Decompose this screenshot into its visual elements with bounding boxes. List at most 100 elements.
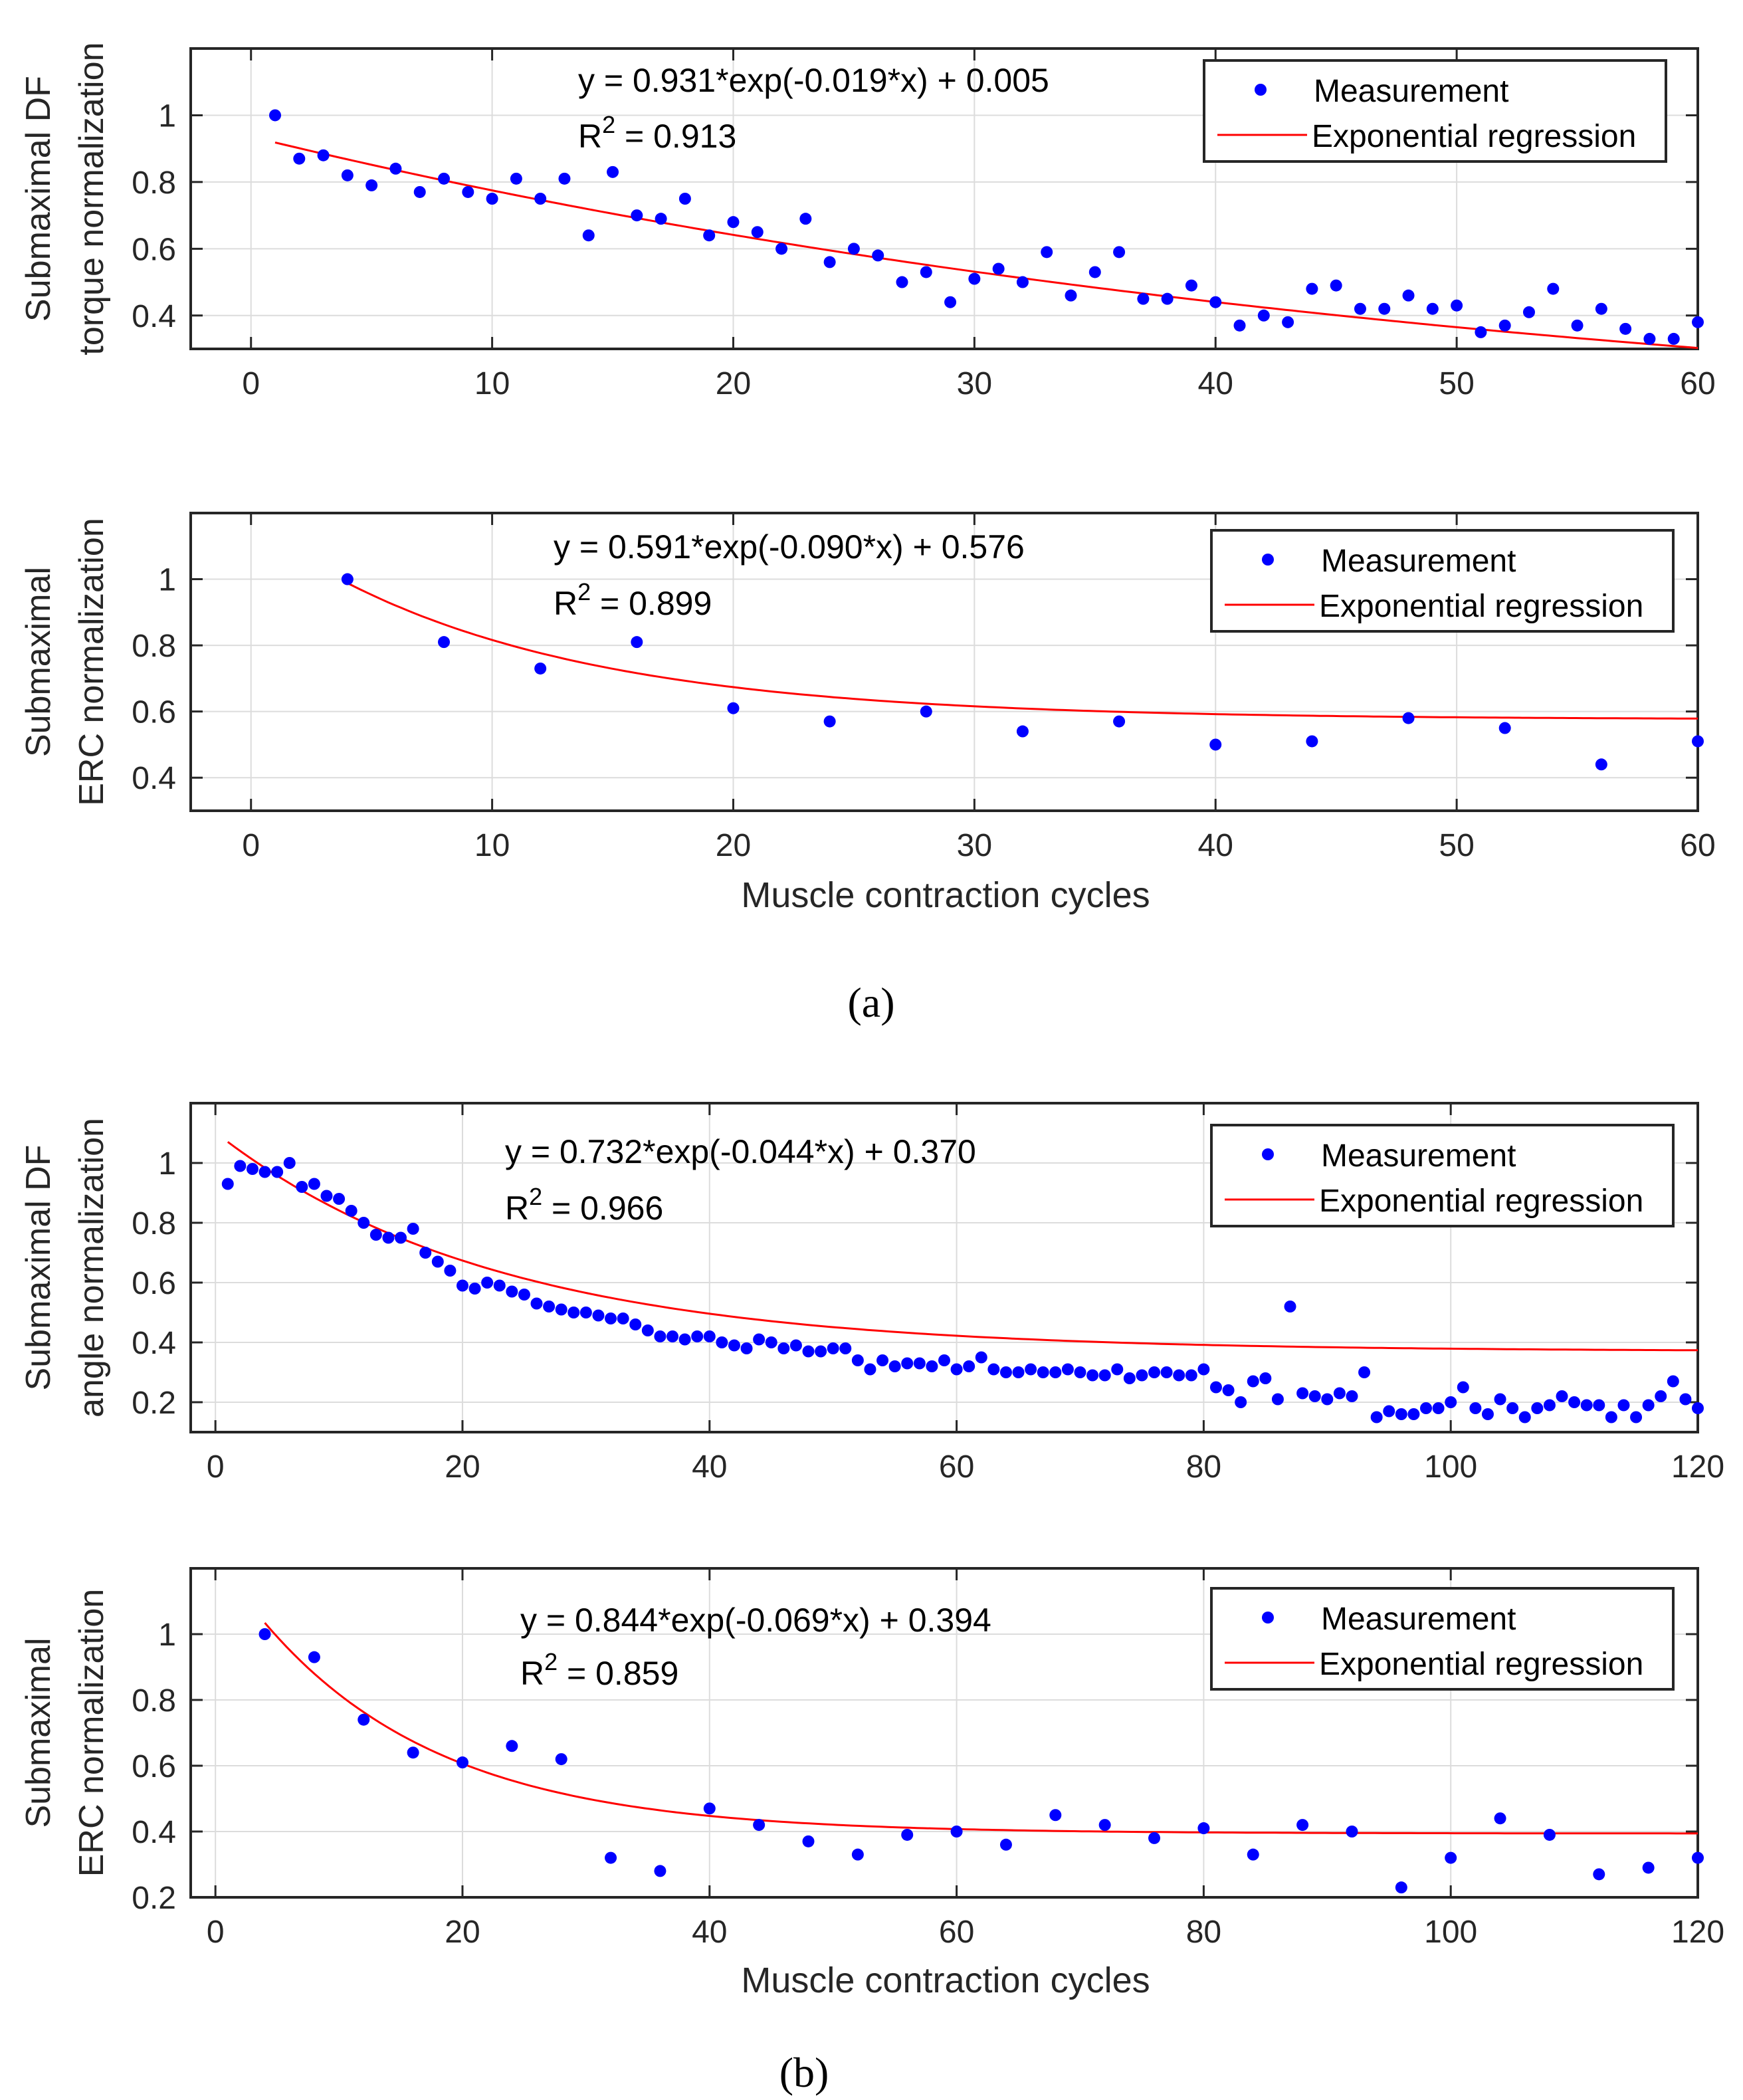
measurement-point <box>1667 1375 1679 1388</box>
measurement-point <box>1518 1411 1531 1423</box>
measurement-point <box>617 1312 629 1324</box>
legend-marker-measurement <box>1262 1612 1274 1624</box>
measurement-point <box>716 1336 728 1348</box>
measurement-point <box>901 1357 914 1370</box>
measurement-point <box>1233 319 1246 332</box>
measurement-point <box>823 715 836 728</box>
measurement-point <box>358 1713 370 1726</box>
measurement-point <box>815 1345 827 1358</box>
measurement-point <box>1617 1399 1630 1412</box>
measurement-point <box>654 1330 666 1342</box>
measurement-point <box>1098 1369 1111 1382</box>
measurement-point <box>1088 266 1101 278</box>
r-squared-value: = 0.859 <box>558 1655 678 1692</box>
measurement-point <box>920 705 932 718</box>
r-squared-exponent: 2 <box>529 1183 542 1210</box>
measurement-point <box>1346 1390 1358 1402</box>
measurement-point <box>888 1360 901 1372</box>
r-squared-exponent: 2 <box>544 1648 558 1675</box>
y-tick-label: 0.8 <box>132 165 176 201</box>
y-tick-label: 0.6 <box>132 1266 176 1301</box>
measurement-point <box>968 272 981 285</box>
x-tick-label: 20 <box>716 366 751 401</box>
measurement-point <box>389 162 402 175</box>
measurement-point <box>1642 1861 1655 1874</box>
x-tick-label: 80 <box>1186 1449 1221 1485</box>
x-axis-label: Muscle contraction cycles <box>741 875 1150 915</box>
measurement-point <box>926 1360 938 1372</box>
r-squared-symbol: R <box>505 1190 529 1227</box>
measurement-point <box>727 216 740 229</box>
y-tick-label: 0.4 <box>132 1326 176 1361</box>
measurement-point <box>534 193 547 205</box>
measurement-point <box>1012 1366 1025 1378</box>
measurement-point <box>510 172 522 185</box>
y-axis-label-line: ERC normalization <box>72 518 111 806</box>
chart-a-torque: 0 10 20 30 40 50 60 0.4 0.6 0.8 1 Submaximal DF torq… <box>19 42 1716 401</box>
equation-text: y = 0.732*exp(-0.044*x) + 0.370 <box>505 1133 976 1170</box>
measurement-point <box>333 1193 346 1205</box>
measurement-point <box>823 256 836 268</box>
measurement-point <box>1593 1399 1605 1412</box>
legend: Measurement Exponential regression <box>1210 1124 1675 1227</box>
y-axis-label-line: torque normalization <box>72 42 111 355</box>
measurement-point <box>1041 246 1053 259</box>
r-squared-exponent: 2 <box>602 111 615 138</box>
caption-a: (a) <box>847 979 894 1026</box>
measurement-point <box>462 185 474 198</box>
x-tick-label: 40 <box>692 1915 727 1950</box>
measurement-point <box>558 172 571 185</box>
measurement-point <box>567 1307 580 1318</box>
measurement-point <box>283 1157 296 1169</box>
measurement-point <box>950 1826 963 1838</box>
measurement-point <box>1148 1832 1161 1844</box>
y-axis-label-line: Submaximal <box>19 1637 58 1828</box>
measurement-point <box>1271 1393 1284 1406</box>
chart-b-angle: 0 20 40 60 80 100 120 0.2 0.4 0.6 0.8 1 Submaximal D… <box>19 1102 1724 1485</box>
measurement-point <box>1407 1408 1420 1420</box>
measurement-point <box>1358 1366 1371 1378</box>
x-tick-label: 100 <box>1424 1915 1477 1950</box>
measurement-point <box>944 296 957 308</box>
measurement-point <box>1330 279 1342 292</box>
measurement-point <box>1568 1396 1581 1408</box>
chart-a-erc: 0 10 20 30 40 50 60 0.4 0.6 0.8 1 Submaximal ERC nor… <box>19 512 1716 915</box>
x-tick-label: 10 <box>474 828 510 863</box>
measurement-point <box>1655 1390 1667 1402</box>
measurement-point <box>1123 1372 1136 1384</box>
measurement-point <box>341 169 354 181</box>
y-tick-label: 0.2 <box>132 1881 176 1916</box>
measurement-point <box>493 1279 506 1292</box>
measurement-point <box>308 1178 320 1190</box>
measurement-point <box>456 1279 468 1292</box>
measurement-point <box>876 1354 889 1366</box>
measurement-point <box>1481 1408 1494 1420</box>
y-tick-label: 0.6 <box>132 232 176 267</box>
measurement-point <box>1185 279 1197 292</box>
measurement-point <box>486 193 498 205</box>
measurement-point <box>802 1345 815 1358</box>
measurement-point <box>1016 276 1029 288</box>
measurement-point <box>987 1363 1000 1376</box>
measurement-point <box>1222 1384 1235 1396</box>
measurement-point <box>728 1339 740 1352</box>
measurement-point <box>605 1851 617 1864</box>
x-tick-label: 80 <box>1186 1915 1221 1950</box>
legend-label-regression: Exponential regression <box>1319 1184 1643 1219</box>
measurement-point <box>1308 1390 1321 1402</box>
x-tick-label: 20 <box>445 1449 480 1485</box>
y-axis-label-line: Submaximal <box>19 567 58 757</box>
r-squared-value: = 0.913 <box>615 118 736 155</box>
measurement-point <box>727 702 740 714</box>
measurement-point <box>1547 282 1560 295</box>
x-tick-label: 0 <box>207 1449 225 1485</box>
measurement-point <box>1692 1851 1704 1864</box>
measurement-point <box>1605 1411 1617 1423</box>
measurement-point <box>1494 1393 1506 1406</box>
measurement-point <box>1296 1387 1309 1400</box>
y-axis-label-line: ERC normalization <box>72 1589 111 1877</box>
r-squared-text: R2 = 0.859 <box>520 1648 678 1692</box>
measurement-point <box>1016 725 1029 738</box>
measurement-point <box>221 1178 234 1190</box>
measurement-point <box>1445 1851 1457 1864</box>
